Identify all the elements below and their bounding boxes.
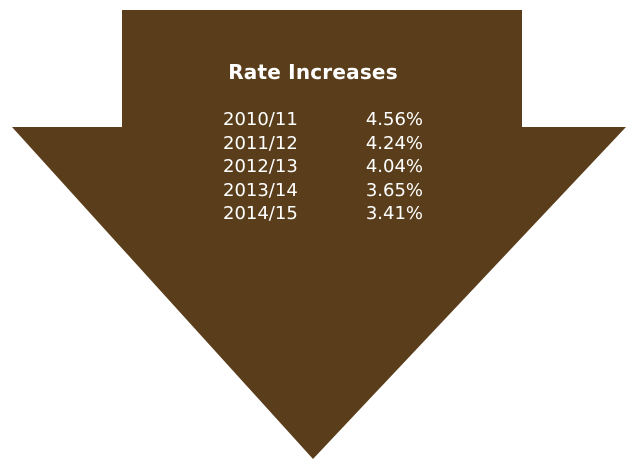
rate-row: 2014/15 3.41% bbox=[223, 202, 423, 226]
arrow-body bbox=[12, 10, 626, 459]
rate-period: 2013/14 bbox=[223, 179, 298, 201]
rate-value: 3.41% bbox=[365, 203, 423, 224]
rate-value: 4.56% bbox=[365, 109, 423, 130]
rate-list: 2010/11 4.56% 2011/12 4.24% 2012/13 4.04… bbox=[223, 108, 423, 226]
diagram-title: Rate Increases bbox=[228, 60, 398, 84]
rate-period: 2014/15 bbox=[223, 203, 298, 224]
rate-row: 2011/12 4.24% bbox=[223, 132, 423, 156]
rate-period: 2010/11 bbox=[223, 109, 298, 130]
rate-period: 2012/13 bbox=[223, 156, 298, 177]
rate-value: 4.24% bbox=[365, 132, 423, 154]
rate-row: 2012/13 4.04% bbox=[223, 155, 423, 179]
rate-value: 3.65% bbox=[365, 179, 423, 201]
rate-row: 2013/14 3.65% bbox=[223, 179, 423, 203]
rate-value: 4.04% bbox=[365, 156, 423, 177]
rate-period: 2011/12 bbox=[223, 132, 298, 154]
rate-row: 2010/11 4.56% bbox=[223, 108, 423, 132]
